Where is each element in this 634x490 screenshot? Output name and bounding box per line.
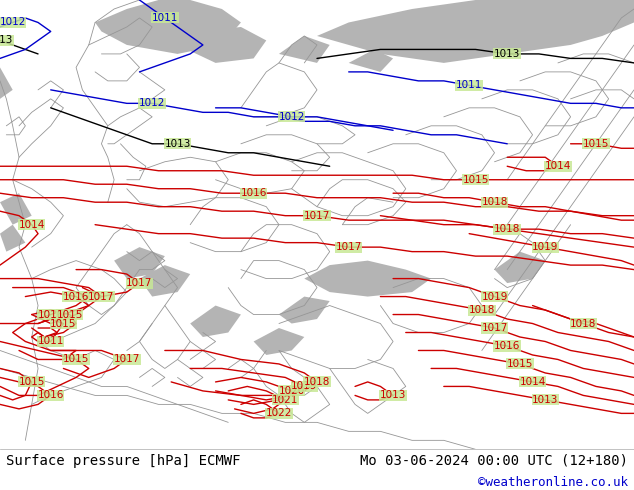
Polygon shape xyxy=(349,49,393,72)
Text: 1017: 1017 xyxy=(126,278,153,288)
Text: 1016: 1016 xyxy=(37,391,64,400)
Text: 1011: 1011 xyxy=(152,13,178,23)
Text: 1016: 1016 xyxy=(240,188,267,198)
Text: 1012: 1012 xyxy=(139,98,165,108)
Text: 1014: 1014 xyxy=(545,161,571,171)
Text: 1013: 1013 xyxy=(380,391,406,400)
Text: 1012: 1012 xyxy=(278,112,305,122)
Text: 1015: 1015 xyxy=(462,175,489,185)
Polygon shape xyxy=(254,328,304,355)
Polygon shape xyxy=(495,252,545,283)
Polygon shape xyxy=(279,296,330,323)
Text: ©weatheronline.co.uk: ©weatheronline.co.uk xyxy=(477,476,628,489)
Text: 1020: 1020 xyxy=(278,386,305,396)
Polygon shape xyxy=(190,306,241,337)
Text: Mo 03-06-2024 00:00 UTC (12+180): Mo 03-06-2024 00:00 UTC (12+180) xyxy=(359,454,628,468)
Text: 1015: 1015 xyxy=(507,359,533,369)
Text: 1016: 1016 xyxy=(37,310,64,319)
Text: 1017: 1017 xyxy=(304,211,330,220)
Text: 1015: 1015 xyxy=(18,377,45,387)
Text: 1011: 1011 xyxy=(37,337,64,346)
Text: 1016: 1016 xyxy=(494,341,521,351)
Polygon shape xyxy=(279,36,330,63)
Text: 1017: 1017 xyxy=(113,354,140,365)
Text: 1018: 1018 xyxy=(494,224,521,234)
Polygon shape xyxy=(114,247,165,279)
Text: 1015: 1015 xyxy=(63,354,89,365)
Polygon shape xyxy=(0,68,13,99)
Text: 1014: 1014 xyxy=(18,220,45,230)
Text: Surface pressure [hPa] ECMWF: Surface pressure [hPa] ECMWF xyxy=(6,454,241,468)
Text: 1017: 1017 xyxy=(88,292,115,301)
Polygon shape xyxy=(495,27,539,49)
Text: 1011: 1011 xyxy=(456,80,482,90)
Text: 1018: 1018 xyxy=(570,318,597,328)
Text: 1021: 1021 xyxy=(272,395,299,405)
Text: 1015: 1015 xyxy=(50,318,77,328)
Text: 1017: 1017 xyxy=(335,242,362,252)
Text: 1022: 1022 xyxy=(266,408,292,418)
Text: 1013: 1013 xyxy=(0,35,13,46)
Text: 1012: 1012 xyxy=(0,18,26,27)
Text: 1015: 1015 xyxy=(583,139,609,149)
Text: 1015: 1015 xyxy=(56,310,83,319)
Text: 1018: 1018 xyxy=(304,377,330,387)
Text: 1017: 1017 xyxy=(481,323,508,333)
Polygon shape xyxy=(317,0,634,63)
Text: 1019: 1019 xyxy=(291,381,318,392)
Text: 1016: 1016 xyxy=(63,292,89,301)
Text: 1019: 1019 xyxy=(532,242,559,252)
Text: 1014: 1014 xyxy=(519,377,546,387)
Polygon shape xyxy=(304,261,431,296)
Text: 1013: 1013 xyxy=(164,139,191,149)
Polygon shape xyxy=(178,27,266,63)
Text: 1019: 1019 xyxy=(481,292,508,301)
Polygon shape xyxy=(0,193,32,224)
Polygon shape xyxy=(0,224,25,252)
Text: 1013: 1013 xyxy=(532,395,559,405)
Polygon shape xyxy=(139,265,190,296)
Text: 1018: 1018 xyxy=(469,305,495,315)
Polygon shape xyxy=(95,0,241,54)
Polygon shape xyxy=(431,31,476,54)
Text: 1018: 1018 xyxy=(481,197,508,207)
Text: 1013: 1013 xyxy=(494,49,521,59)
